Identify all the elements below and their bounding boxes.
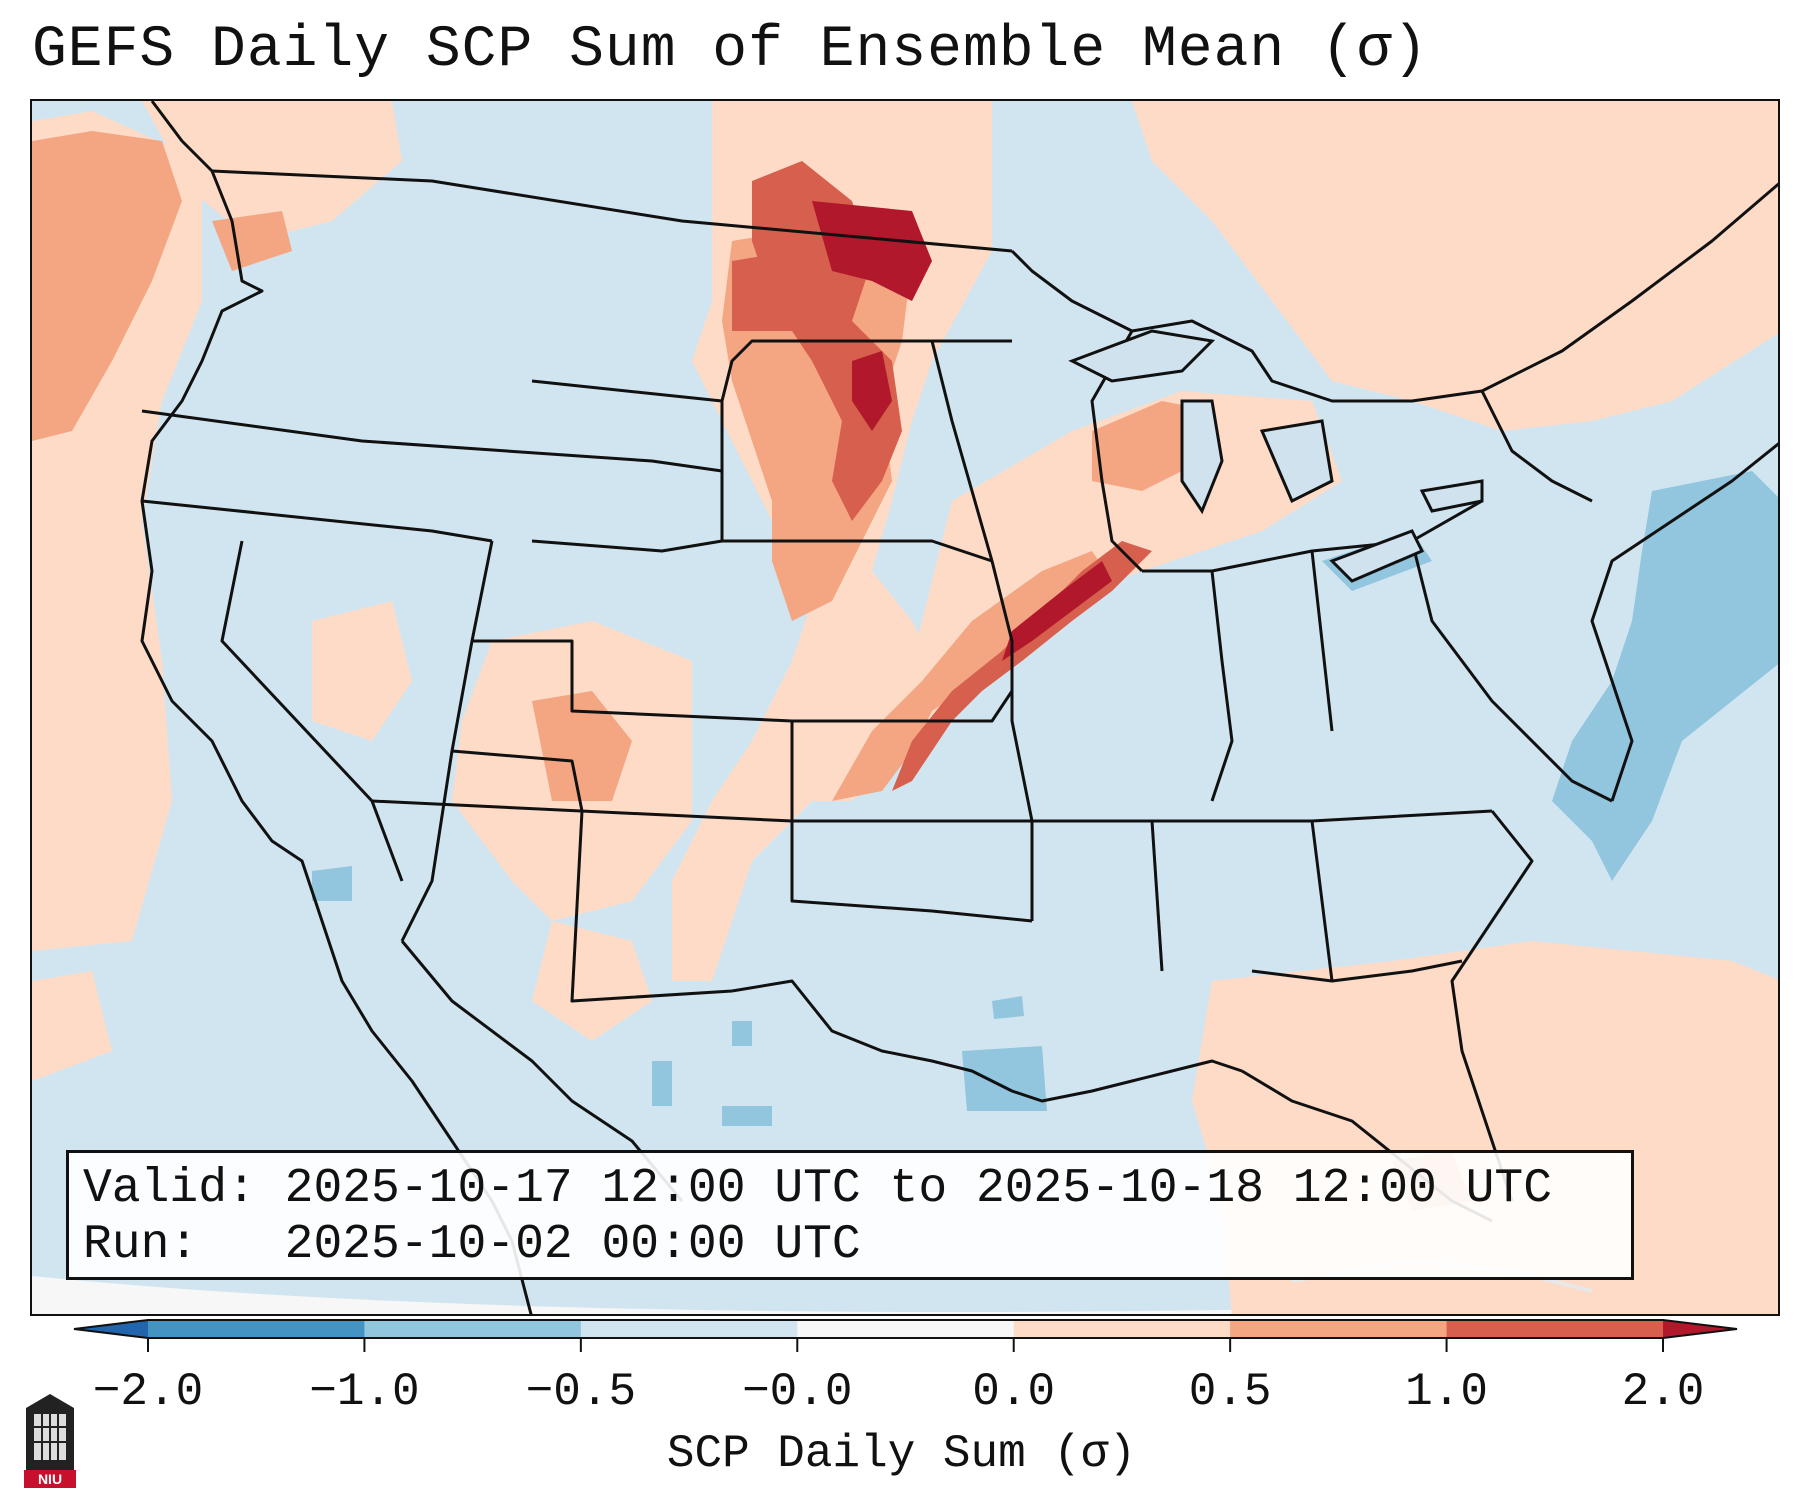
domain-edge (32, 1276, 1778, 1314)
sd-nd-border (720, 339, 1012, 402)
colorbar-tick-label: 1.0 (1405, 1366, 1488, 1418)
ga-al-border (1310, 820, 1334, 982)
in-oh-border (1310, 550, 1334, 732)
nm-outline (451, 749, 733, 1003)
colorbar-tick-label: 0.5 (1188, 1366, 1272, 1418)
colorbar-tick-label: −1.0 (309, 1366, 420, 1418)
colorbar-tick-label: 0.0 (972, 1366, 1056, 1418)
lake-michigan (1180, 399, 1224, 515)
tn-border (1032, 809, 1493, 823)
colorbar-segment (1230, 1320, 1448, 1338)
boundaries (140, 101, 1778, 1314)
colorbar-under-arrow (74, 1320, 148, 1338)
niu-logo-icon: NIU (24, 1394, 76, 1488)
colorbar-tick-label: −0.0 (742, 1366, 853, 1418)
colorbar (0, 1318, 1803, 1362)
colorbar-over-arrow (1663, 1320, 1737, 1338)
lake-huron (1259, 419, 1334, 504)
positive-anomaly-extreme (812, 201, 1112, 661)
colorbar-tick-label: 2.0 (1621, 1366, 1705, 1418)
in-il-border (1210, 570, 1234, 802)
va-border (1410, 540, 1613, 803)
ny-border (1480, 390, 1593, 503)
or-id-border (141, 409, 723, 473)
colorbar-tick-label: −0.5 (525, 1366, 637, 1418)
canada-border-west (211, 169, 1013, 253)
ut-co-border (472, 639, 794, 821)
valid-run-info-box: Valid: 2025-10-17 12:00 UTC to 2025-10-1… (66, 1150, 1634, 1280)
map-panel (30, 99, 1780, 1316)
logo-text: NIU (38, 1471, 62, 1487)
map-canvas (32, 101, 1778, 1314)
colorbar-segment (148, 1320, 365, 1338)
gulf-coast (731, 979, 1243, 1103)
great-lakes (1068, 329, 1484, 583)
colorbar-segment (364, 1320, 582, 1338)
nv-ca-border (220, 540, 404, 882)
ks-border (792, 690, 1014, 723)
colorbar-segment (1446, 1320, 1664, 1338)
west-coastline (140, 101, 533, 1314)
ca-nv-border-top (141, 499, 493, 543)
northeast-coast (1590, 442, 1778, 802)
colorbar-graphic (73, 1319, 1738, 1352)
lake-ontario (1419, 479, 1484, 513)
colorbar-segment (797, 1320, 1015, 1338)
ne-border (722, 539, 993, 563)
mn-ia-mo-border (930, 340, 1034, 921)
colorbar-segment (580, 1320, 798, 1338)
valid-time-line: Valid: 2025-10-17 12:00 UTC to 2025-10-1… (83, 1162, 1553, 1216)
chart-title: GEFS Daily SCP Sum of Ensemble Mean (σ) (32, 18, 1429, 83)
ga-fl-border (1251, 959, 1463, 983)
east-coast-florida (1450, 810, 1534, 1202)
colorbar-label: SCP Daily Sum (σ) (666, 1428, 1137, 1480)
canada-border-east (1010, 182, 1778, 403)
lake-erie (1329, 529, 1425, 583)
lake-superior (1068, 329, 1216, 383)
al-ms-border (1150, 820, 1164, 972)
colorbar-segment (1013, 1320, 1231, 1338)
run-time-line: Run: 2025-10-02 00:00 UTC (83, 1218, 861, 1272)
ok-tx-border (790, 821, 1033, 923)
colorbar-tick-label: −2.0 (92, 1366, 204, 1418)
